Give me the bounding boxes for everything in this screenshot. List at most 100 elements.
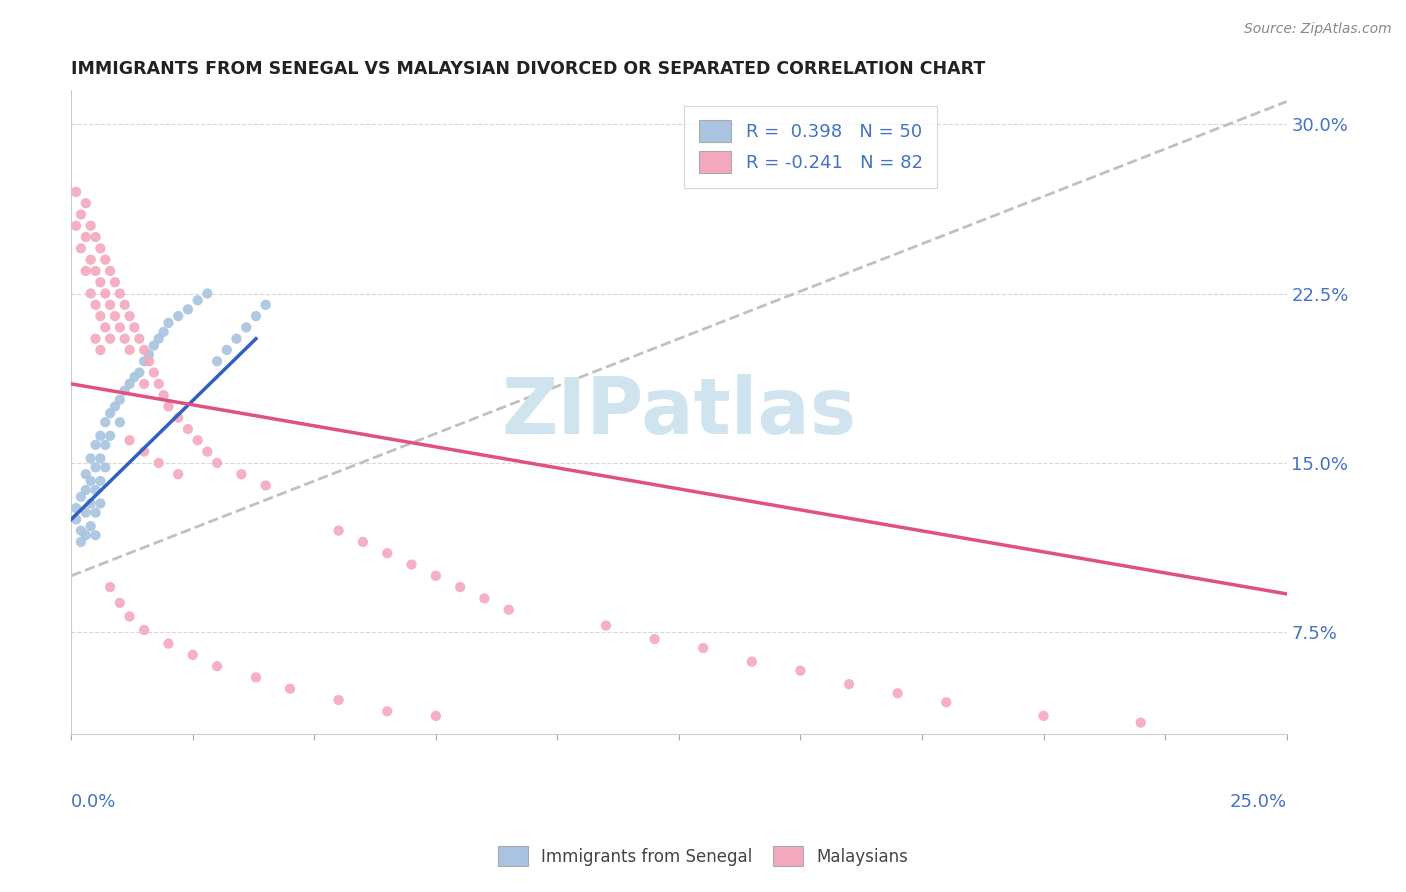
Point [79,497,101,511]
Point [94,460,117,475]
Point [114,384,136,398]
Point [254,478,277,492]
Point [84,332,107,346]
Point [886,686,908,700]
Point [79,286,101,301]
Point [134,623,156,637]
Point [157,636,180,650]
Point [152,388,174,402]
Point [328,524,350,538]
Point [142,366,165,380]
Text: 25.0%: 25.0% [1229,793,1286,811]
Point [108,596,131,610]
Point [195,444,218,458]
Point [935,695,957,709]
Point [70,535,93,549]
Point [70,524,93,538]
Point [89,343,111,357]
Point [79,219,101,233]
Text: ZIPatlas: ZIPatlas [502,374,856,450]
Point [84,230,107,244]
Point [84,298,107,312]
Point [104,275,127,289]
Point [1129,715,1152,730]
Point [75,196,97,211]
Text: 0.0%: 0.0% [72,793,117,811]
Point [118,376,141,391]
Legend: Immigrants from Senegal, Malaysians: Immigrants from Senegal, Malaysians [489,838,917,875]
Point [401,558,423,572]
Point [75,483,97,497]
Point [89,451,111,466]
Point [375,704,398,718]
Point [79,252,101,267]
Point [94,438,117,452]
Point [128,332,150,346]
Point [108,392,131,407]
Point [692,641,714,656]
Text: Source: ZipAtlas.com: Source: ZipAtlas.com [1244,22,1392,37]
Point [65,512,87,526]
Point [231,467,253,482]
Point [94,415,117,429]
Point [741,655,763,669]
Point [75,506,97,520]
Point [167,410,190,425]
Point [94,286,117,301]
Point [148,332,170,346]
Point [89,275,111,289]
Point [245,309,267,323]
Point [425,569,447,583]
Point [134,354,156,368]
Point [104,309,127,323]
Point [328,693,350,707]
Point [104,400,127,414]
Point [70,241,93,255]
Point [108,320,131,334]
Point [84,506,107,520]
Point [1032,709,1054,723]
Point [84,264,107,278]
Point [70,490,93,504]
Point [134,444,156,458]
Point [595,618,617,632]
Point [195,286,218,301]
Point [142,338,165,352]
Point [84,483,107,497]
Point [75,528,97,542]
Point [278,681,301,696]
Point [89,241,111,255]
Point [75,264,97,278]
Point [98,298,121,312]
Point [108,286,131,301]
Point [118,434,141,448]
Point [98,429,121,443]
Point [65,501,87,516]
Point [235,320,257,334]
Point [177,302,200,317]
Point [89,429,111,443]
Point [205,456,228,470]
Point [148,456,170,470]
Point [89,474,111,488]
Point [124,320,146,334]
Point [79,519,101,533]
Point [124,370,146,384]
Point [98,332,121,346]
Point [94,320,117,334]
Point [215,343,238,357]
Point [108,415,131,429]
Point [75,467,97,482]
Point [134,343,156,357]
Point [167,309,190,323]
Point [225,332,247,346]
Point [644,632,666,646]
Point [254,298,277,312]
Point [98,406,121,420]
Point [474,591,496,606]
Point [114,298,136,312]
Point [65,219,87,233]
Point [98,580,121,594]
Point [98,264,121,278]
Point [84,528,107,542]
